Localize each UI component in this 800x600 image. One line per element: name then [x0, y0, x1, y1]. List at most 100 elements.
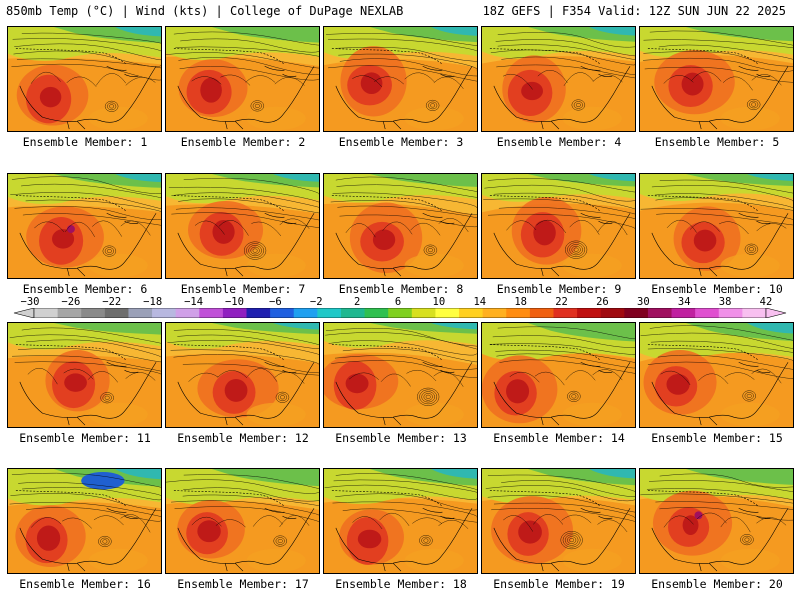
colorbar-swatch — [81, 308, 106, 318]
colorbar-max-arrow — [765, 308, 787, 318]
ensemble-map-panel — [481, 26, 636, 132]
colorbar-tick-label: 42 — [759, 296, 773, 308]
ensemble-member-label: Ensemble Member: 13 — [335, 431, 467, 445]
colorbar-swatch — [293, 308, 318, 318]
ensemble-member-label: Ensemble Member: 11 — [19, 431, 151, 445]
ensemble-map-panel — [323, 322, 478, 428]
colorbar-tick-label: 2 — [353, 296, 361, 308]
ensemble-map — [8, 323, 161, 427]
ensemble-map — [166, 174, 319, 278]
ensemble-map-panel — [481, 468, 636, 574]
colorbar-swatch — [246, 308, 271, 318]
colorbar-tick-label: 38 — [718, 296, 732, 308]
colorbar-tick-label: 34 — [677, 296, 691, 308]
colorbar-swatch — [199, 308, 224, 318]
colorbar-swatch — [742, 308, 767, 318]
ensemble-map-panel — [639, 468, 794, 574]
colorbar-tick-label: 10 — [432, 296, 446, 308]
colorbar-swatch — [529, 308, 554, 318]
colorbar-swatch — [577, 308, 602, 318]
ensemble-map — [482, 469, 635, 573]
colorbar-tick-label: −6 — [269, 296, 282, 308]
ensemble-member-label: Ensemble Member: 20 — [651, 577, 783, 591]
colorbar-swatch — [340, 308, 366, 318]
colorbar-swatch — [104, 308, 129, 318]
ensemble-member-label: Ensemble Member: 5 — [654, 135, 780, 149]
ensemble-map-panel — [481, 322, 636, 428]
ensemble-map-panel — [165, 173, 320, 279]
ensemble-member-label: Ensemble Member: 12 — [177, 431, 309, 445]
ensemble-member-label: Ensemble Member: 4 — [496, 135, 622, 149]
ensemble-map-panel — [639, 173, 794, 279]
ensemble-map-panel — [481, 173, 636, 279]
ensemble-member-label: Ensemble Member: 19 — [493, 577, 625, 591]
colorbar-min-arrow — [13, 308, 35, 318]
colorbar-swatch — [34, 308, 59, 318]
ensemble-member-label: Ensemble Member: 6 — [22, 282, 148, 296]
ensemble-map — [324, 27, 477, 131]
colorbar-swatch — [671, 308, 696, 318]
colorbar-tick-label: −2 — [309, 296, 323, 308]
ensemble-map — [8, 469, 161, 573]
colorbar-swatch — [695, 308, 720, 318]
ensemble-map-panel — [165, 322, 320, 428]
colorbar-swatch — [222, 308, 248, 318]
colorbar-tick-label: 14 — [473, 296, 487, 308]
colorbar-swatch — [435, 308, 460, 318]
ensemble-map — [8, 174, 161, 278]
ensemble-map-panel — [165, 26, 320, 132]
colorbar-swatch — [459, 308, 484, 318]
colorbar-tick-label: 18 — [514, 296, 527, 308]
colorbar-swatch — [57, 308, 82, 318]
colorbar-swatch — [718, 308, 743, 318]
ensemble-map-panel — [323, 468, 478, 574]
ensemble-map-panel — [165, 468, 320, 574]
ensemble-member-label: Ensemble Member: 3 — [338, 135, 464, 149]
colorbar-tick-label: −14 — [184, 296, 204, 308]
ensemble-map — [324, 469, 477, 573]
colorbar-tick-label: −10 — [224, 296, 244, 308]
colorbar-swatch — [600, 308, 625, 318]
ensemble-member-label: Ensemble Member: 10 — [651, 282, 783, 296]
colorbar-tick-label: −22 — [102, 296, 122, 308]
ensemble-map-panel — [7, 322, 162, 428]
colorbar-swatch — [506, 308, 531, 318]
color-scale-ticks: −30 −26 −22 −18 −14 −10 −6 −2 2 6 10 14 18 22 26 30 34 38… — [0, 296, 800, 308]
valid-time: 18Z GEFS | F354 Valid: 12Z SUN JUN 22 20… — [482, 4, 786, 18]
ensemble-map — [166, 323, 319, 427]
ensemble-member-label: Ensemble Member: 1 — [22, 135, 148, 149]
ensemble-member-label: Ensemble Member: 8 — [338, 282, 464, 296]
colorbar-swatch — [128, 308, 153, 318]
colorbar-tick-label: −26 — [61, 296, 81, 308]
ensemble-map-panel — [639, 26, 794, 132]
colorbar-tick-label: 22 — [555, 296, 568, 308]
colorbar-swatch — [364, 308, 389, 318]
ensemble-map-panel — [639, 322, 794, 428]
ensemble-map — [324, 174, 477, 278]
ensemble-map-panel — [323, 173, 478, 279]
ensemble-map-panel — [323, 26, 478, 132]
ensemble-member-label: Ensemble Member: 18 — [335, 577, 467, 591]
colorbar-swatch — [411, 308, 436, 318]
ensemble-map-panel — [7, 173, 162, 279]
ensemble-map — [324, 323, 477, 427]
colorbar-swatch — [482, 308, 507, 318]
colorbar-tick-label: −18 — [143, 296, 163, 308]
colorbar-tick-label: 26 — [596, 296, 609, 308]
colorbar-tick-label: 6 — [394, 296, 402, 308]
ensemble-map — [640, 323, 793, 427]
colorbar-tick-label: −30 — [20, 296, 40, 308]
ensemble-map — [482, 174, 635, 278]
ensemble-member-label: Ensemble Member: 16 — [19, 577, 151, 591]
ensemble-map-panel — [7, 26, 162, 132]
colorbar-swatch — [647, 308, 673, 318]
ensemble-map-panel — [7, 468, 162, 574]
ensemble-member-label: Ensemble Member: 14 — [493, 431, 625, 445]
ensemble-map — [482, 27, 635, 131]
map-title: 850mb Temp (°C) | Wind (kts) | College o… — [6, 4, 404, 18]
ensemble-member-label: Ensemble Member: 15 — [651, 431, 783, 445]
colorbar-tick-label: 30 — [637, 296, 650, 308]
ensemble-map — [640, 469, 793, 573]
ensemble-map — [640, 174, 793, 278]
ensemble-member-label: Ensemble Member: 2 — [180, 135, 306, 149]
